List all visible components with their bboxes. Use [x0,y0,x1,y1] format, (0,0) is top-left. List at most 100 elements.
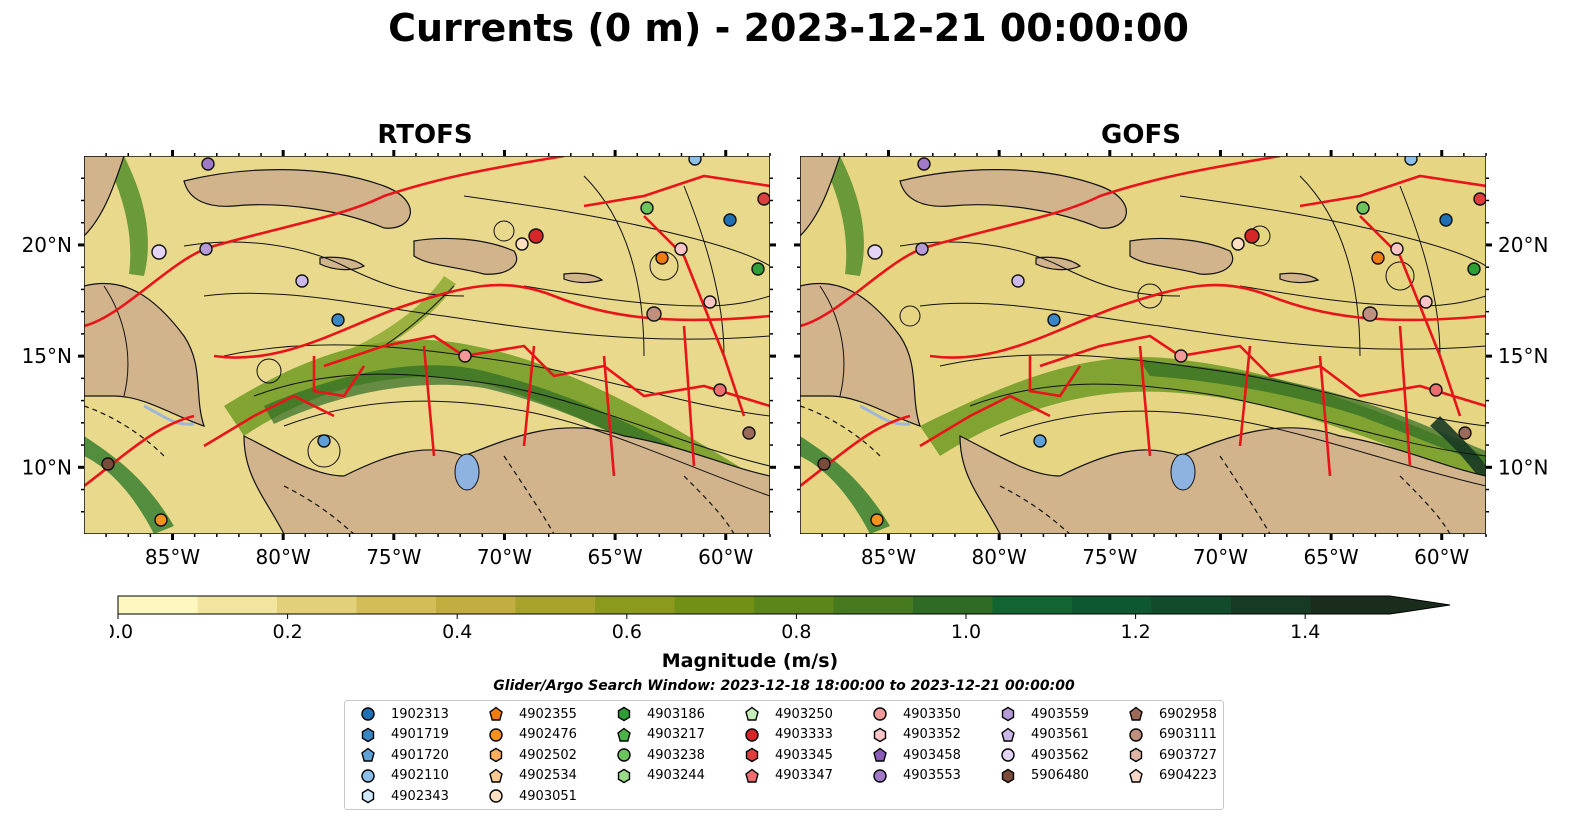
pentagon-marker-icon [361,747,375,762]
float-markers [101,156,770,527]
legend-entry: 4902476 [487,727,577,743]
legend-label: 4902534 [519,768,577,783]
current-band [920,357,1486,486]
legend-entry: 4903562 [999,747,1089,763]
legend-entry: 4903333 [743,727,833,743]
colorbar-segment [1310,596,1391,614]
circle-marker-icon [617,748,631,762]
legend-entry: 4902534 [487,768,577,784]
map-axes: 85°W 80°W 75°W 70°W 65°W 60°W 20°N 15°N 10°N 85°W… [22,150,1548,569]
legend-label: 4903217 [647,727,705,742]
hexagon-marker-icon [1001,706,1015,722]
legend-entry: 4903244 [615,768,705,784]
colorbar-tick-label: 0.4 [442,621,472,643]
panel-title-gofs: GOFS [1101,120,1181,150]
legend-entry: 4903553 [871,768,961,784]
legend-label: 4903345 [775,747,833,763]
colorbar-segment [515,596,596,614]
legend-label: 6903727 [1159,747,1217,763]
colorbar-segment [118,596,198,614]
colorbar-segment [992,596,1073,614]
pentagon-marker-icon [1129,706,1143,721]
colorbar-segment [197,596,278,614]
lake-maracaibo [1170,453,1196,491]
lake-maracaibo [454,453,480,491]
colorbar-tick-label: 0.2 [272,621,302,643]
legend-entry: 4903345 [743,747,833,763]
country-borders [800,405,1451,534]
circle-marker-icon [1001,748,1015,762]
legend-label: 4903347 [775,768,833,783]
colorbar-segment [913,596,993,614]
legend-label: 4902355 [519,706,577,722]
legend-entry: 4903352 [871,727,961,743]
land-hispaniola [1129,237,1234,275]
legend-entry: 4903559 [999,706,1089,722]
lon-tick-label: 85°W [145,545,200,569]
hexagon-marker-icon [873,727,887,742]
lat-tick-label: 15°N [1498,344,1548,368]
colorbar-segment [595,596,675,614]
eez-boundaries [84,156,770,488]
colorbar-segment [674,596,755,614]
legend-entry: 4902343 [359,788,449,804]
legend-label: 4903238 [647,747,705,763]
land-hispaniola [413,237,518,275]
float-markers [817,156,1486,527]
legend-label: 4901719 [391,727,449,742]
float-legend: 1902313 4901719 4901720 4902110 4902343 49023… [344,700,1224,810]
lon-tick-label: 85°W [861,545,916,569]
legend-entry: 4901720 [359,747,449,763]
current-band-core [264,365,744,501]
land-central-america [800,282,921,427]
pentagon-marker-icon [745,768,759,783]
lon-tick-label: 60°W [698,545,753,569]
land-central-america [84,282,205,427]
lon-tick-label: 70°W [477,545,532,569]
lon-tick-label: 75°W [1082,545,1137,569]
lat-tick-label: 20°N [1498,233,1548,257]
colorbar-segment [356,596,437,614]
current-band-core [1140,361,1486,464]
legend-entry: 4902355 [487,706,577,722]
legend-entry: 4903217 [615,727,705,743]
legend-entry: 6903727 [1127,747,1217,763]
current-band [104,156,148,276]
hexagon-marker-icon [617,768,631,783]
pentagon-marker-icon [617,727,631,742]
legend-entry: 4903250 [743,706,833,722]
lon-tick-label: 80°W [256,545,311,569]
circle-marker-icon [873,707,887,721]
hexagon-marker-icon [489,747,503,763]
legend-entry: 4903347 [743,768,833,784]
legend-label: 4903186 [647,706,705,722]
colorbar-tick-label: 1.4 [1290,621,1320,643]
colorbar-segment [833,596,914,614]
colorbar-tick-label: 0.8 [781,621,811,643]
legend-entry: 6903111 [1127,727,1217,743]
legend-entry: 4902110 [359,768,449,784]
hexagon-marker-icon [1001,768,1015,783]
hexagon-marker-icon [1129,747,1143,763]
colorbar-segment [754,596,834,614]
pentagon-marker-icon [489,706,503,721]
legend-label: 4903244 [647,768,705,783]
land-yucatan [84,156,125,237]
map-panel-rtofs [84,156,770,534]
circle-marker-icon [489,789,503,803]
legend-entry: 1902313 [359,706,449,722]
lon-tick-label: 60°W [1414,545,1469,569]
hexagon-marker-icon [361,727,375,742]
legend-label: 4903350 [903,706,961,722]
legend-label: 6903111 [1159,727,1217,742]
legend-entry: 4903186 [615,706,705,722]
pentagon-marker-icon [489,768,503,783]
legend-entry: 4901719 [359,727,449,743]
legend-entry: 4903561 [999,727,1089,743]
colorbar-segment [1231,596,1311,614]
circle-marker-icon [489,727,503,742]
land-cuba [183,169,411,229]
lake-nicaragua [143,404,195,426]
current-band [1430,416,1486,486]
legend-label: 4903051 [519,788,577,804]
